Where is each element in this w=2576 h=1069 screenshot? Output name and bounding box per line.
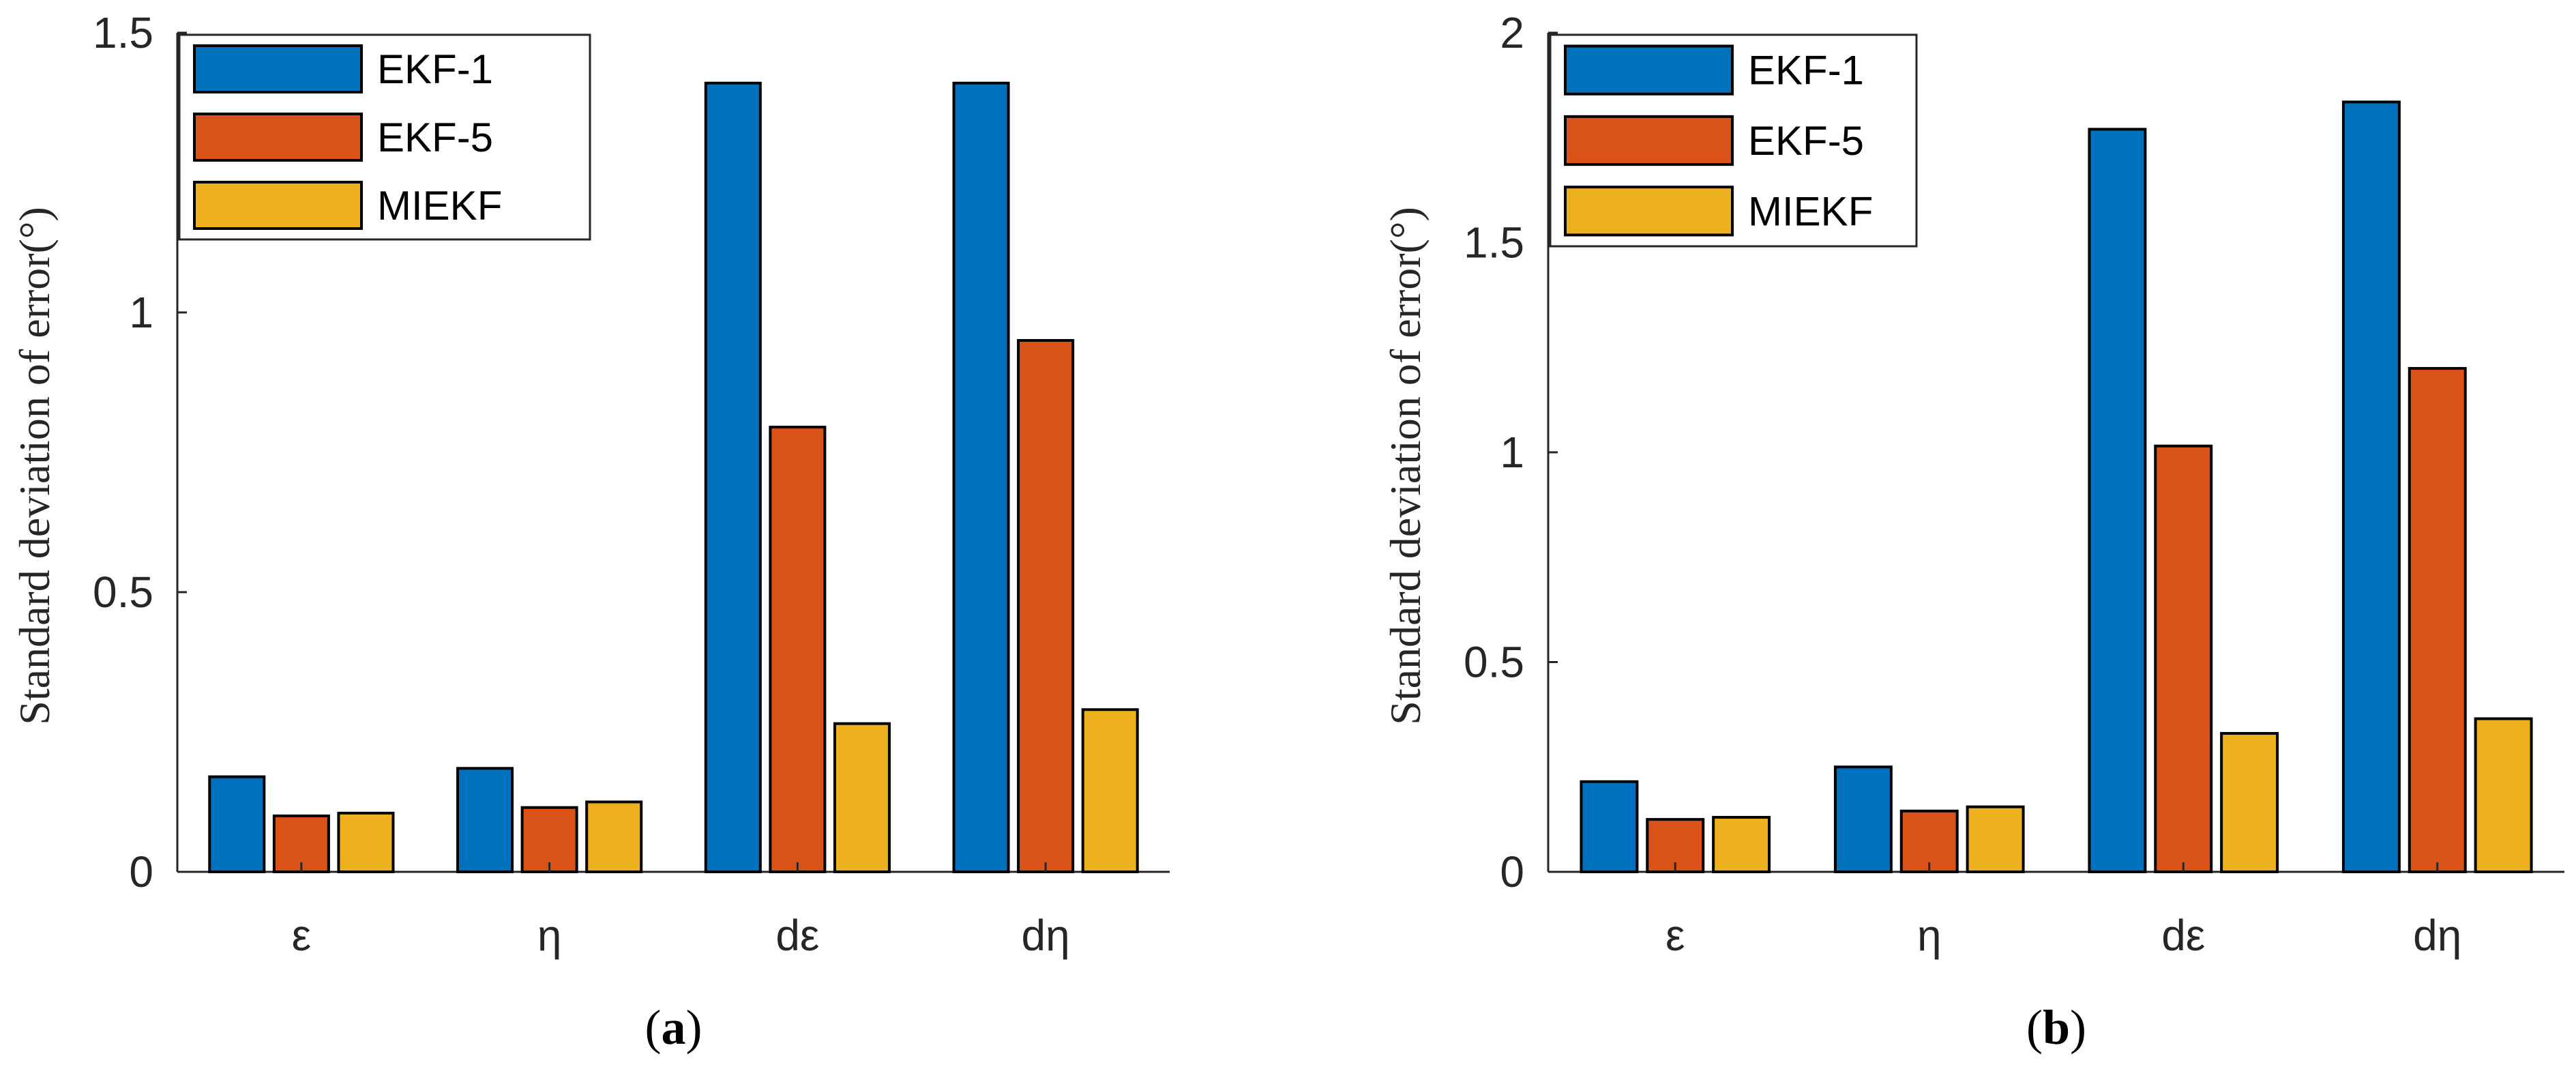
bar-ekf-5-1	[520, 806, 578, 873]
legend-swatch-ekf-5	[193, 113, 363, 162]
legend-swatch-ekf-1	[1564, 44, 1734, 96]
y-tick-label: 2	[1500, 8, 1524, 57]
legend-swatch-ekf-5	[1564, 115, 1734, 166]
y-tick-label: 0.5	[1464, 638, 1524, 687]
bar-ekf-1-3	[952, 81, 1010, 873]
bar-ekf-5-2	[2154, 444, 2213, 873]
bar-ekf-1-3	[2341, 100, 2401, 874]
bar-ekf-1-1	[1833, 765, 1893, 873]
legend-label: EKF-5	[377, 115, 493, 160]
legend-label: MIEKF	[377, 183, 502, 229]
legend: EKF-1 EKF-5 MIEKF	[1549, 33, 1918, 248]
legend-swatch-miekf	[193, 181, 363, 230]
bar-miekf-1	[1966, 805, 2025, 874]
bar-ekf-1-0	[1580, 780, 1639, 874]
x-tick-label: ε	[1665, 911, 1685, 960]
bar-miekf-0	[1712, 816, 1771, 874]
bar-ekf-1-2	[704, 81, 762, 873]
y-tick-label: 1.5	[1464, 218, 1524, 267]
y-tick-label: 1	[129, 288, 153, 337]
bar-ekf-1-1	[456, 767, 514, 874]
legend-label: EKF-1	[377, 46, 493, 92]
bar-ekf-5-1	[1899, 809, 1959, 873]
x-tick-label: η	[537, 911, 562, 960]
x-tick-label: ε	[292, 911, 312, 960]
y-tick-label: 0	[129, 847, 153, 896]
legend-swatch-miekf	[1564, 186, 1734, 237]
bar-miekf-3	[1081, 708, 1139, 873]
bar-miekf-1	[585, 800, 643, 873]
legend-label: EKF-1	[1748, 48, 1864, 93]
chart-panel-a: 0 0.5 1 1.5 Standard deviation of error(°) ε η…	[10, 8, 1170, 1055]
legend: EKF-1 EKF-5 MIEKF	[178, 33, 591, 241]
y-axis-label: Standard deviation of error(°)	[10, 207, 59, 725]
x-tick-label: η	[1917, 911, 1942, 960]
bar-ekf-1-0	[208, 775, 266, 873]
x-tick-label: dε	[775, 911, 819, 960]
bar-miekf-0	[337, 811, 395, 874]
bar-ekf-5-3	[1017, 339, 1075, 873]
panel-caption: (a)	[645, 1000, 702, 1055]
y-tick-label: 1	[1500, 428, 1524, 477]
legend-label: MIEKF	[1748, 188, 1873, 234]
legend-label: EKF-5	[1748, 118, 1864, 164]
bar-ekf-1-2	[2088, 128, 2147, 874]
x-tick-label: dη	[1022, 911, 1070, 960]
bar-miekf-2	[833, 722, 891, 873]
y-tick-label: 0.5	[93, 568, 153, 617]
bar-miekf-3	[2474, 717, 2533, 874]
bar-ekf-5-3	[2408, 367, 2467, 873]
panel-caption: (b)	[2026, 1000, 2086, 1055]
legend-swatch-ekf-1	[193, 44, 363, 93]
x-tick-label: dε	[2161, 911, 2205, 960]
x-tick-label: dη	[2413, 911, 2461, 960]
bar-ekf-5-2	[769, 426, 827, 873]
y-tick-label: 0	[1500, 847, 1524, 896]
bar-miekf-2	[2220, 732, 2279, 874]
y-tick-label: 1.5	[93, 8, 153, 57]
chart-panel-b: 0 0.5 1 1.5 2 Standard deviation of error(°) ε…	[1381, 8, 2564, 1055]
y-axis-label: Standard deviation of error(°)	[1381, 207, 1430, 725]
